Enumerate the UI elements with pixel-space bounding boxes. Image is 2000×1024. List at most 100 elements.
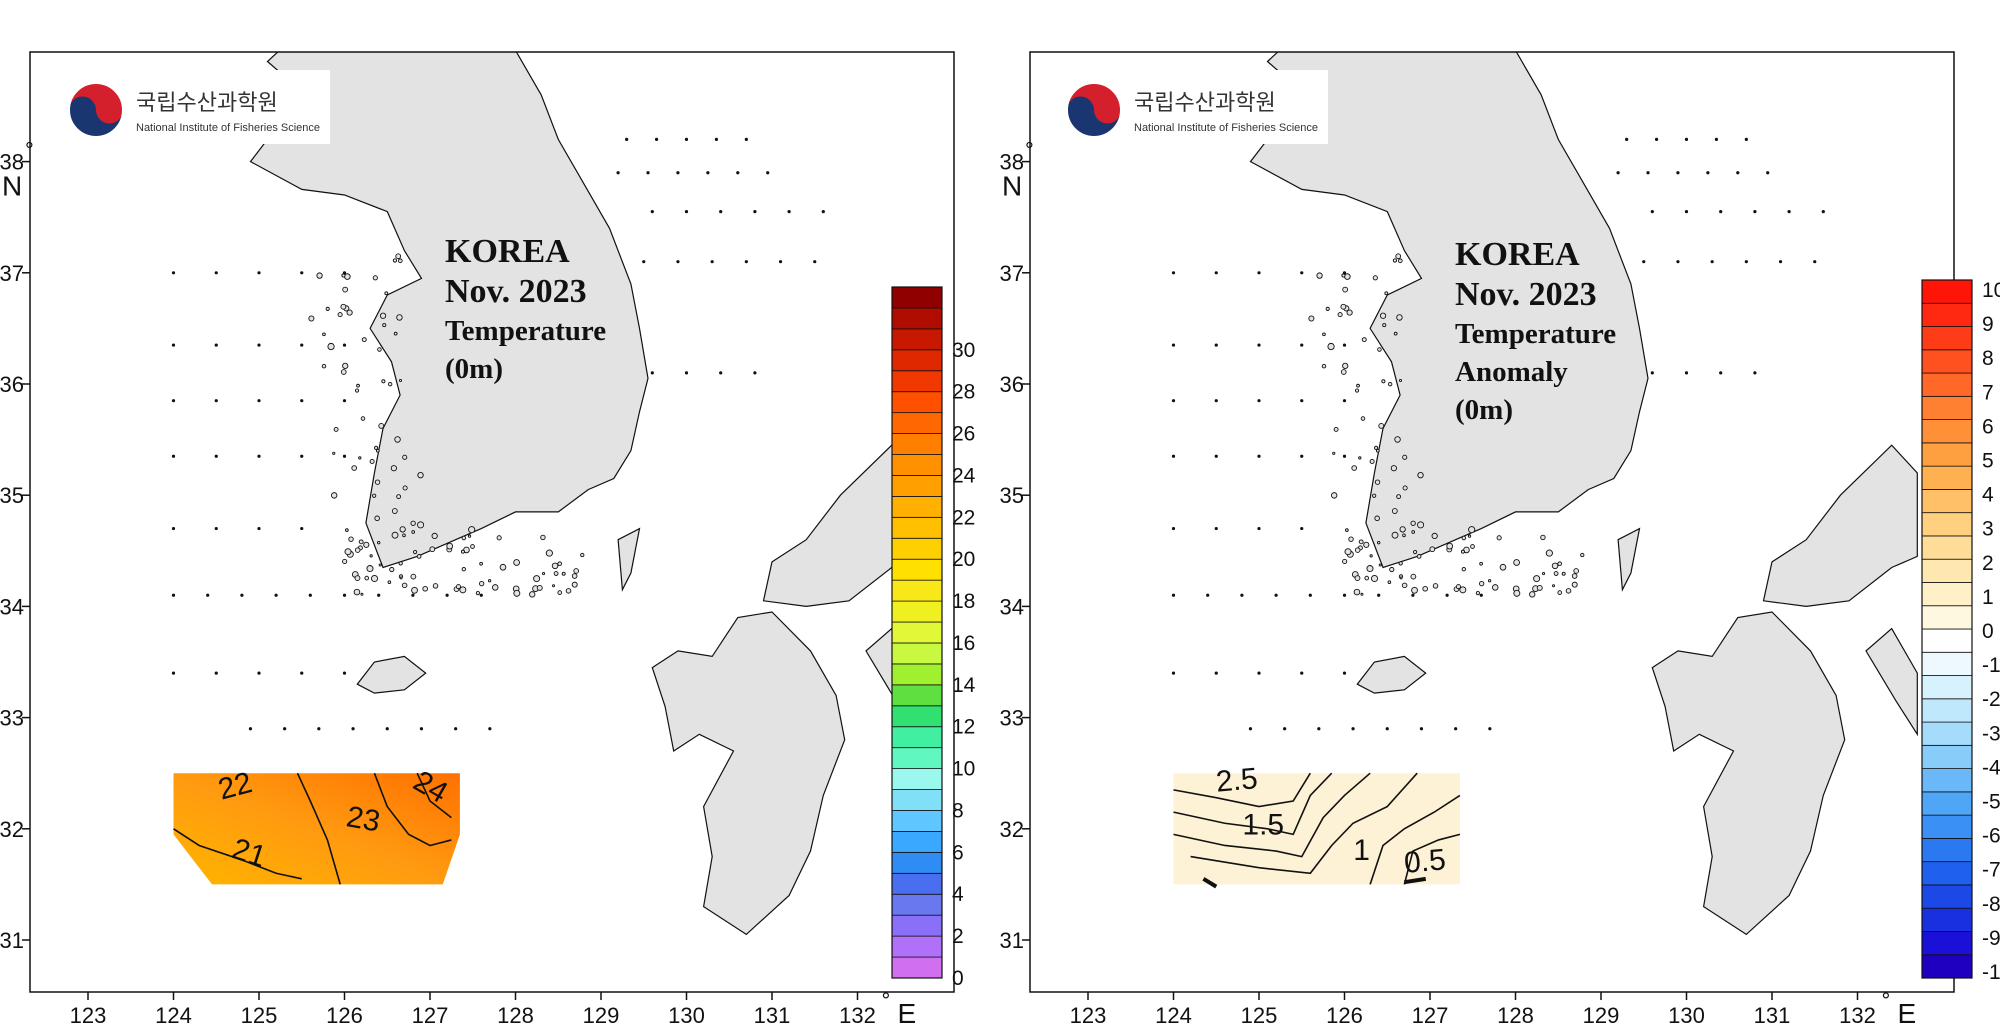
x-tick-label: 132	[1839, 1003, 1876, 1024]
y-tick-label: 32	[1000, 817, 1024, 842]
x-tick-label: 128	[497, 1003, 534, 1024]
sst-field: 2.5 1.5 1 0.5	[1173, 762, 1461, 889]
colorbar-swatch	[1921, 349, 1973, 374]
colorbar-label: -8	[1982, 893, 2000, 916]
colorbar-border	[891, 286, 943, 979]
colorbar-swatch	[1921, 512, 1973, 537]
x-tick-label: 126	[326, 1003, 363, 1024]
station-dots	[171, 137, 825, 731]
colorbar-swatch	[891, 516, 943, 539]
logo-name-ko: 국립수산과학원	[136, 91, 278, 116]
x-tick-label: 123	[70, 1003, 107, 1024]
colorbar-swatch	[1921, 628, 1973, 653]
colorbar-swatch	[1921, 558, 1973, 583]
colorbar-swatch	[891, 286, 943, 309]
colorbar-swatch	[891, 495, 943, 518]
colorbar-swatch	[891, 935, 943, 958]
coastal-islands	[1308, 253, 1585, 598]
contour-line	[416, 772, 452, 819]
contour-line	[1404, 876, 1427, 885]
colorbar-swatch	[891, 747, 943, 770]
x-tick-label: 131	[754, 1003, 791, 1024]
colorbar-swatch	[1921, 302, 1973, 327]
contour-line	[1369, 794, 1461, 885]
x-degree-mark: °	[882, 988, 891, 1013]
field-fill	[173, 773, 460, 885]
colorbar-label: 26	[952, 423, 975, 446]
korea-peninsula	[249, 52, 649, 569]
jeju-island	[1356, 655, 1427, 694]
title-line: (0m)	[1455, 394, 1513, 426]
colorbar-label: -10	[1982, 961, 2000, 984]
map-area: 2.5 1.5 1 0.5	[1030, 52, 1954, 992]
contour-label: 1.5	[1242, 808, 1284, 841]
colorbar-swatch	[891, 768, 943, 790]
colorbar-swatch	[891, 893, 943, 916]
axes: 123 124 125 126 127 128 129 130 131 132 ° E 31 32 33 34…	[0, 138, 916, 1024]
title-line: Nov. 2023	[1455, 276, 1597, 313]
colorbar-swatch	[1921, 907, 1973, 932]
y-tick-label: 38	[0, 150, 24, 175]
colorbar-swatch	[891, 642, 943, 665]
contour-line	[1173, 772, 1371, 858]
colorbar-swatch	[891, 579, 943, 602]
x-tick-label: 129	[583, 1003, 620, 1024]
contour-line	[1173, 772, 1333, 836]
colorbar-swatch	[891, 370, 943, 393]
colorbar-swatch	[1921, 721, 1973, 746]
colorbar-swatch	[891, 831, 943, 853]
x-tick-label: 131	[1754, 1003, 1791, 1024]
taegeuk-icon	[68, 82, 124, 138]
contour-label: 23	[344, 800, 383, 838]
y-tick-label: 34	[0, 594, 24, 619]
colorbar-label: 22	[952, 506, 975, 529]
colorbar-swatch	[891, 810, 943, 832]
colorbar-label: 6	[1982, 415, 1994, 438]
colorbar-swatch	[1921, 535, 1973, 560]
colorbar-label: 9	[1982, 313, 1994, 336]
colorbar-swatch	[1921, 279, 1973, 304]
colorbar-swatch	[1921, 861, 1973, 886]
colorbar-swatch	[1921, 931, 1973, 956]
colorbar-swatch	[1921, 675, 1973, 700]
colorbar-label: -5	[1982, 791, 2000, 814]
colorbar-label: 4	[1982, 484, 1994, 507]
colorbar-label: -4	[1982, 756, 2000, 779]
y-tick-label: 34	[1000, 594, 1024, 619]
contour-line	[1202, 877, 1218, 889]
contour-line	[1403, 833, 1461, 885]
colorbar-swatch	[891, 433, 943, 455]
y-tick-label: 31	[1000, 928, 1024, 953]
y-tick-label: 33	[0, 706, 24, 731]
x-tick-label: 128	[1497, 1003, 1534, 1024]
colorbar-swatch	[891, 914, 943, 937]
temperature-map-panel: 22 23 24 21 123 124 125 126 127 128 129 130 131 132 ° E…	[0, 51, 976, 1024]
honshu-island	[1762, 444, 1918, 608]
colorbar-swatch	[891, 663, 943, 686]
colorbar-swatch	[1921, 372, 1973, 397]
title-line: KOREA	[445, 233, 570, 270]
colorbar-swatch	[1921, 838, 1973, 863]
colorbar-swatch	[891, 412, 943, 434]
colorbar-swatch	[891, 684, 943, 707]
colorbar-label: 2	[952, 925, 964, 948]
colorbar-swatch	[1921, 395, 1973, 421]
colorbar-label: 28	[952, 381, 975, 404]
colorbar-swatch	[1921, 442, 1973, 467]
title-line: Temperature	[1455, 318, 1616, 350]
y-tick-label: 36	[1000, 372, 1024, 397]
colorbar-label: 12	[952, 716, 975, 739]
logo-name-en: National Institute of Fisheries Science	[1134, 122, 1318, 134]
colorbar-label: 16	[952, 632, 975, 655]
colorbar-label: 3	[1982, 518, 1994, 541]
contour-line	[1173, 772, 1311, 808]
colorbar-swatch	[891, 851, 943, 874]
tsushima-island	[617, 527, 641, 592]
x-tick-label: 124	[1155, 1003, 1192, 1024]
colorbar-swatch	[1921, 814, 1973, 839]
colorbar-swatch	[1921, 791, 1973, 816]
x-tick-label: 129	[1583, 1003, 1620, 1024]
